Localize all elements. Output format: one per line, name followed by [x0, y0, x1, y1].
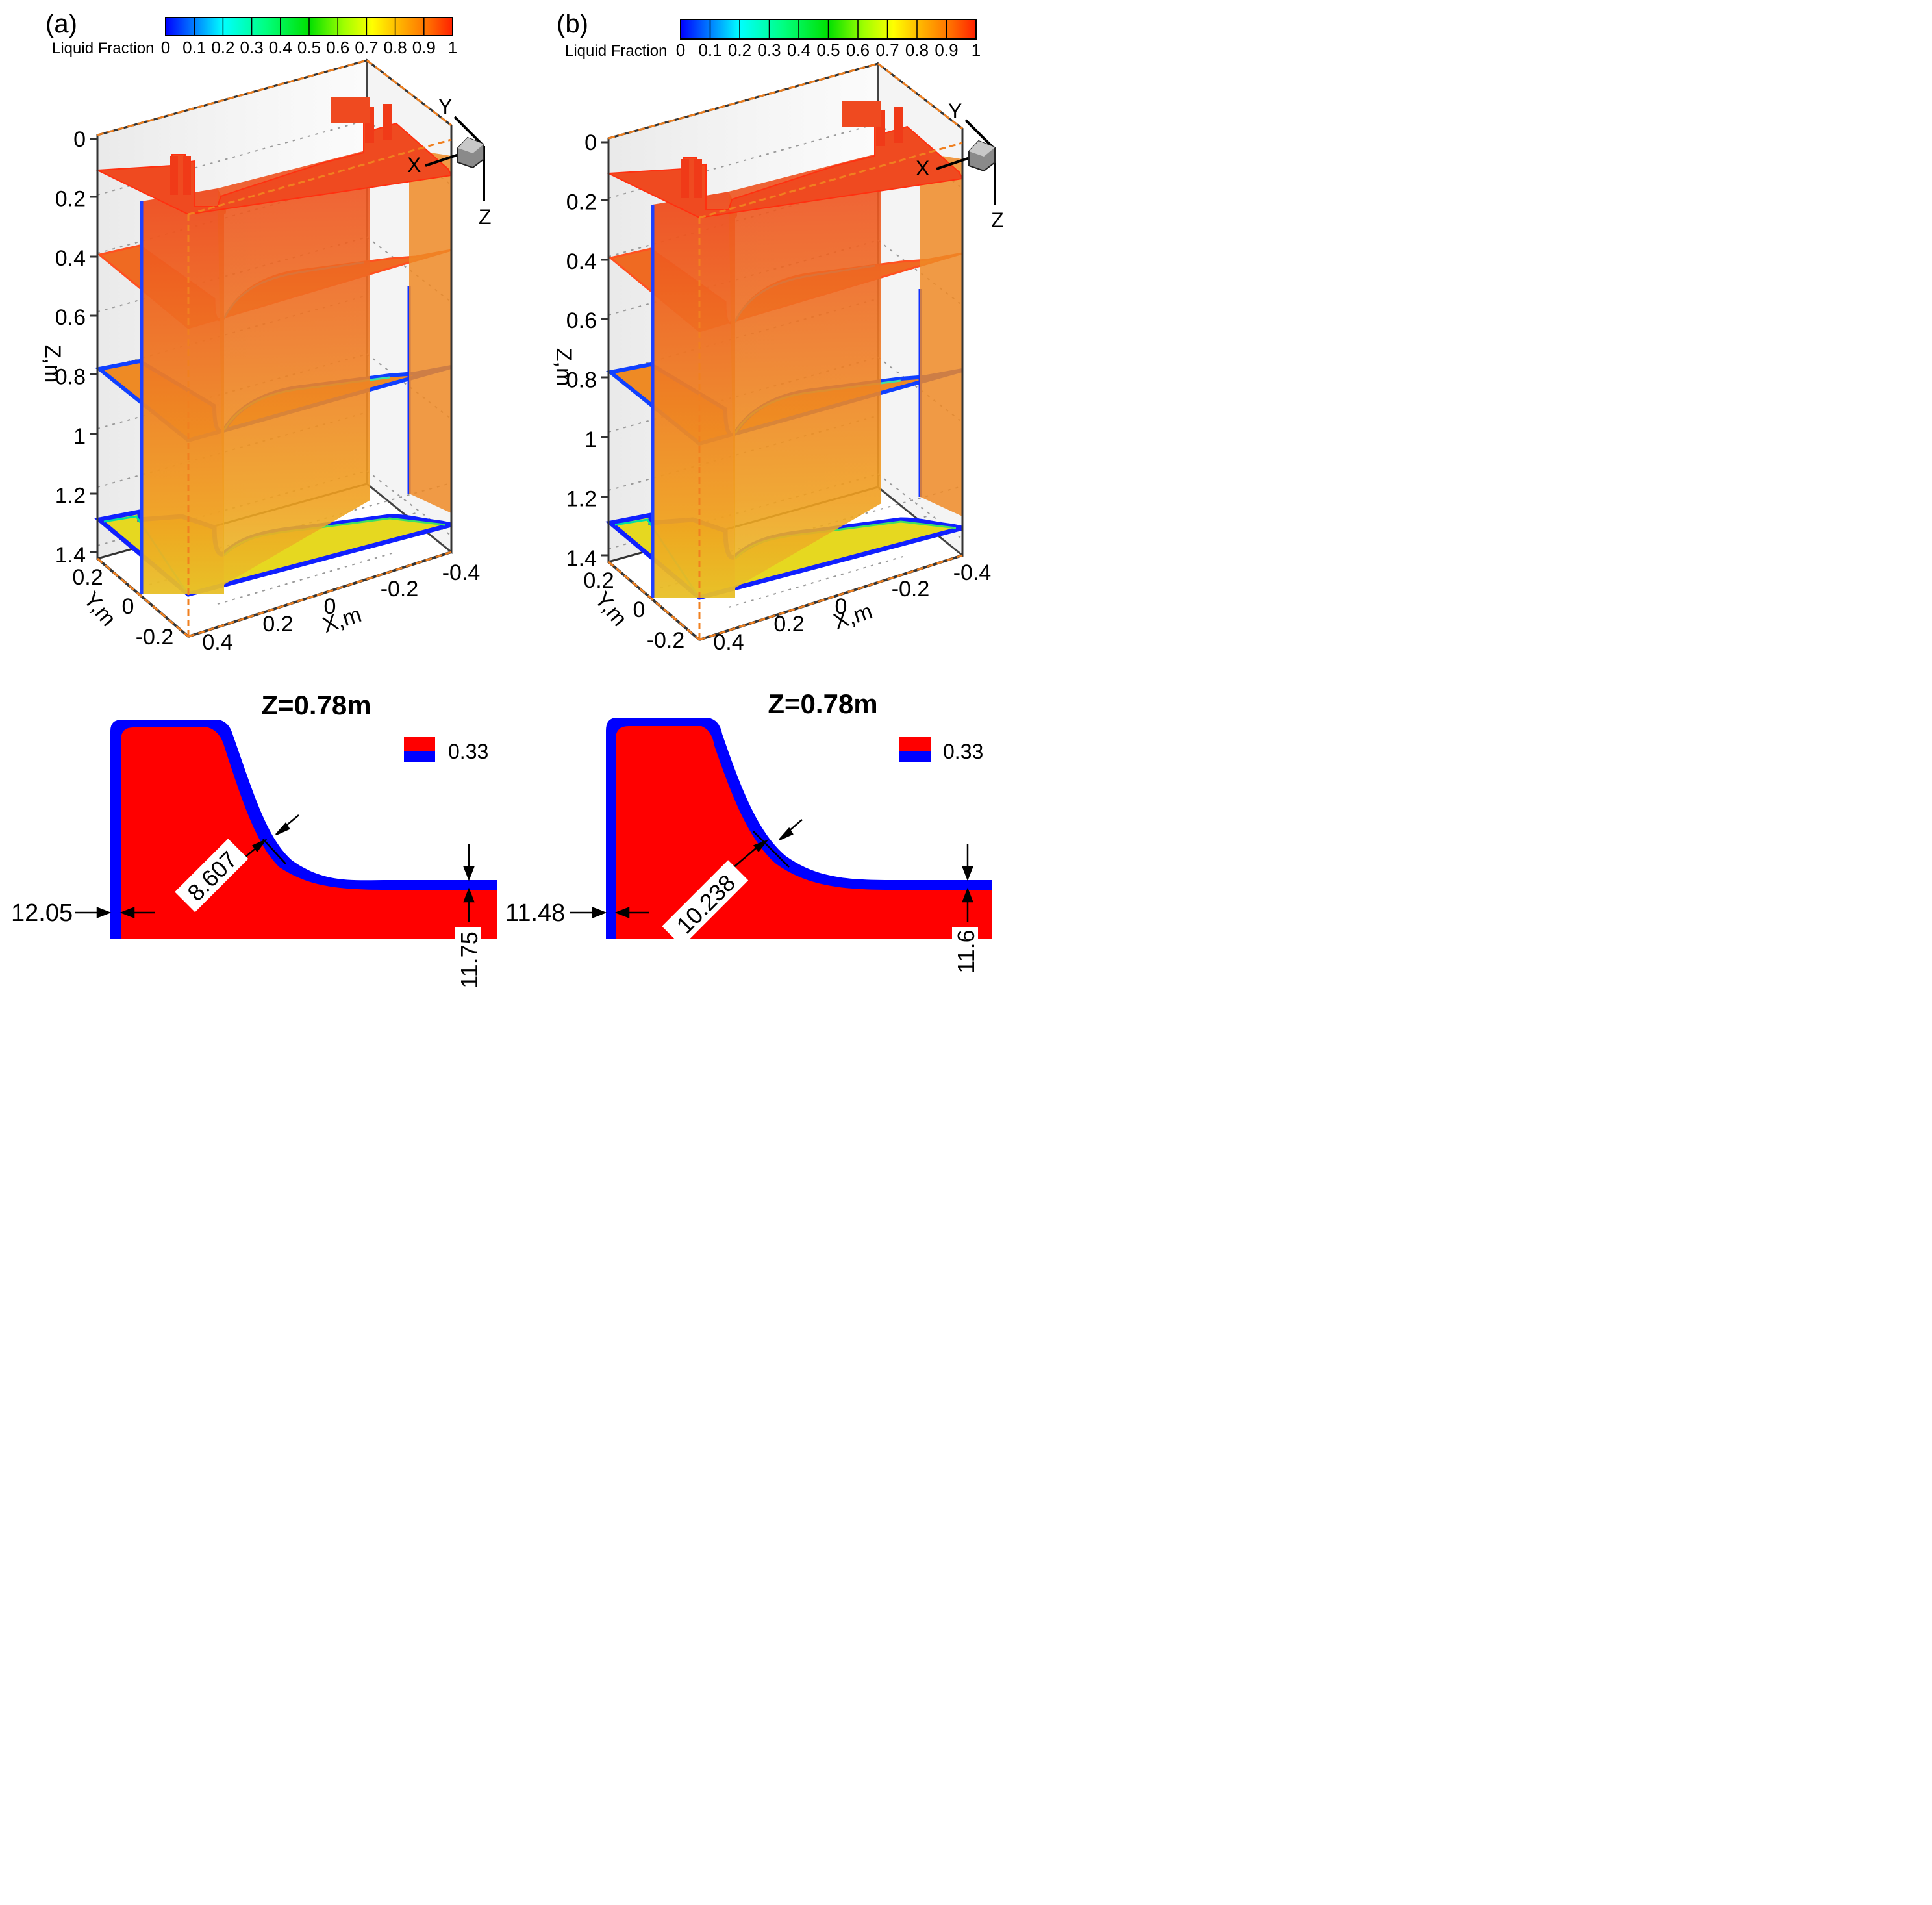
x-tick-label: -0.4 [442, 561, 481, 585]
triad-y-label: Y [438, 95, 452, 118]
z-tick-label: 1.2 [566, 486, 597, 511]
x-tick-label: 0.4 [713, 630, 744, 655]
colorbar-tick-label: 0.7 [355, 38, 378, 57]
colorbar-tick-label: 0.5 [816, 40, 840, 60]
colorbar-tick-label: 0 [676, 40, 685, 60]
dim-bottom-wall: 11.6 [953, 929, 979, 973]
section-title: Z=0.78m [261, 690, 371, 720]
colorbar-tick-label: 0.9 [412, 38, 436, 57]
z-tick-label: 0.6 [566, 309, 597, 333]
colorbar-tick-label: 0.4 [269, 38, 292, 57]
z-tick-label: 1.4 [566, 546, 597, 571]
colorbar: Liquid Fraction 0 0.1 0.2 0.3 0.4 0.5 0.6 0.7 0.… [52, 17, 457, 57]
colorbar-tick-label: 0.3 [240, 38, 264, 57]
colorbar: Liquid Fraction 0 0.1 0.2 0.3 0.4 0.5 0.6 0.7 0.… [565, 19, 981, 60]
z-axis: 0 0.2 0.4 0.6 0.8 1 1.2 1.4 Z,m [551, 131, 597, 571]
colorbar-tick-label: 1 [448, 38, 457, 57]
z-tick-label: 0 [73, 127, 86, 152]
section-legend: 0.33 [899, 737, 983, 763]
z-tick-label: 0.2 [566, 190, 597, 214]
colorbar-tick-label: 0.8 [384, 38, 407, 57]
section-detail: Z=0.78m 0.33 [505, 688, 992, 976]
colorbar-tick-label: 1 [972, 40, 981, 60]
panel-a: (a) Liquid Fraction 0 0.1 0.2 0.3 0.4 0.5 0.6 0… [11, 10, 497, 992]
y-axis-label: Y,m [590, 587, 632, 631]
colorbar-tick-label: 0.5 [297, 38, 321, 57]
z-axis-label: Z,m [40, 345, 65, 383]
colorbar-tick-label: 0.4 [787, 40, 810, 60]
x-tick-label: 0.2 [262, 612, 293, 637]
triad-labels: X Y Z [916, 99, 1004, 232]
z-tick-label: 0.8 [566, 368, 597, 393]
x-tick-label: 0 [324, 594, 336, 619]
triad-z-label: Z [479, 205, 492, 229]
z-tick-label: 0.4 [55, 246, 86, 271]
colorbar-tick-label: 0.6 [326, 38, 349, 57]
liquid-fraction-3d-plot [90, 60, 484, 637]
y-tick-label: 0 [633, 598, 646, 622]
section-title: Z=0.78m [768, 688, 877, 719]
y-axis-label: Y,m [79, 587, 121, 631]
panel-b: (b) Liquid Fraction 0 0.1 0.2 0.3 0.4 0.5 0.6 0… [505, 10, 1004, 976]
x-tick-label: 0 [835, 594, 847, 619]
colorbar-tick-label: 0.2 [728, 40, 751, 60]
colorbar-tick-label: 0.1 [698, 40, 721, 60]
x-tick-label: -0.2 [892, 577, 930, 601]
colorbar-tick-label: 0.3 [757, 40, 781, 60]
triad-labels: X Y Z [407, 95, 492, 229]
x-tick-label: 0.4 [202, 630, 232, 655]
triad-y-label: Y [948, 99, 962, 123]
triad-x-label: X [916, 157, 929, 180]
dim-bottom-wall: 11.75 [456, 931, 483, 988]
x-tick-label: -0.4 [953, 561, 992, 585]
section-detail: Z=0.78m 0.33 [11, 690, 497, 992]
z-axis-label: Z,m [551, 348, 576, 386]
colorbar-tick-label: 0.8 [905, 40, 929, 60]
colorbar-tick-label: 0.1 [182, 38, 206, 57]
z-tick-label: 1.2 [55, 483, 86, 508]
colorbar-tick-label: 0.2 [211, 38, 234, 57]
colorbar-title: Liquid Fraction [565, 42, 667, 60]
z-tick-label: 1.4 [55, 543, 86, 568]
z-tick-label: 1 [584, 427, 597, 452]
z-tick-label: 0.2 [55, 186, 86, 211]
section-legend-value: 0.33 [943, 740, 983, 763]
panel-label: (a) [45, 10, 77, 38]
colorbar-tick-label: 0.9 [935, 40, 958, 60]
section-legend: 0.33 [404, 737, 488, 763]
y-tick-label: 0.2 [72, 565, 103, 590]
dim-left-wall: 11.48 [505, 900, 565, 927]
dim-left-wall: 12.05 [11, 900, 73, 927]
y-tick-label: 0 [122, 594, 134, 619]
x-tick-label: 0.2 [773, 612, 804, 637]
panel-label: (b) [557, 10, 588, 38]
colorbar-tick-label: 0 [161, 38, 170, 57]
x-axis: 0.40.20-0.2-0.4 X,m [202, 561, 480, 655]
section-legend-value: 0.33 [448, 740, 488, 763]
colorbar-title: Liquid Fraction [52, 40, 154, 57]
liquid-fraction-3d-plot [601, 64, 995, 640]
colorbar-tick-label: 0.6 [846, 40, 870, 60]
y-tick-label: 0.2 [583, 568, 614, 593]
z-tick-label: 1 [73, 424, 86, 449]
triad-x-label: X [407, 153, 421, 177]
y-tick-label: -0.2 [647, 628, 685, 653]
z-tick-label: 0 [584, 131, 597, 155]
colorbar-tick-label: 0.7 [875, 40, 899, 60]
triad-z-label: Z [991, 208, 1004, 232]
y-tick-label: -0.2 [136, 625, 174, 650]
z-tick-label: 0.8 [55, 365, 86, 390]
x-tick-label: -0.2 [381, 577, 419, 601]
z-axis: 0 0.2 0.4 0.6 0.8 1 1.2 1.4 Z,m [40, 127, 86, 568]
z-tick-label: 0.4 [566, 249, 597, 274]
z-tick-label: 0.6 [55, 305, 86, 330]
